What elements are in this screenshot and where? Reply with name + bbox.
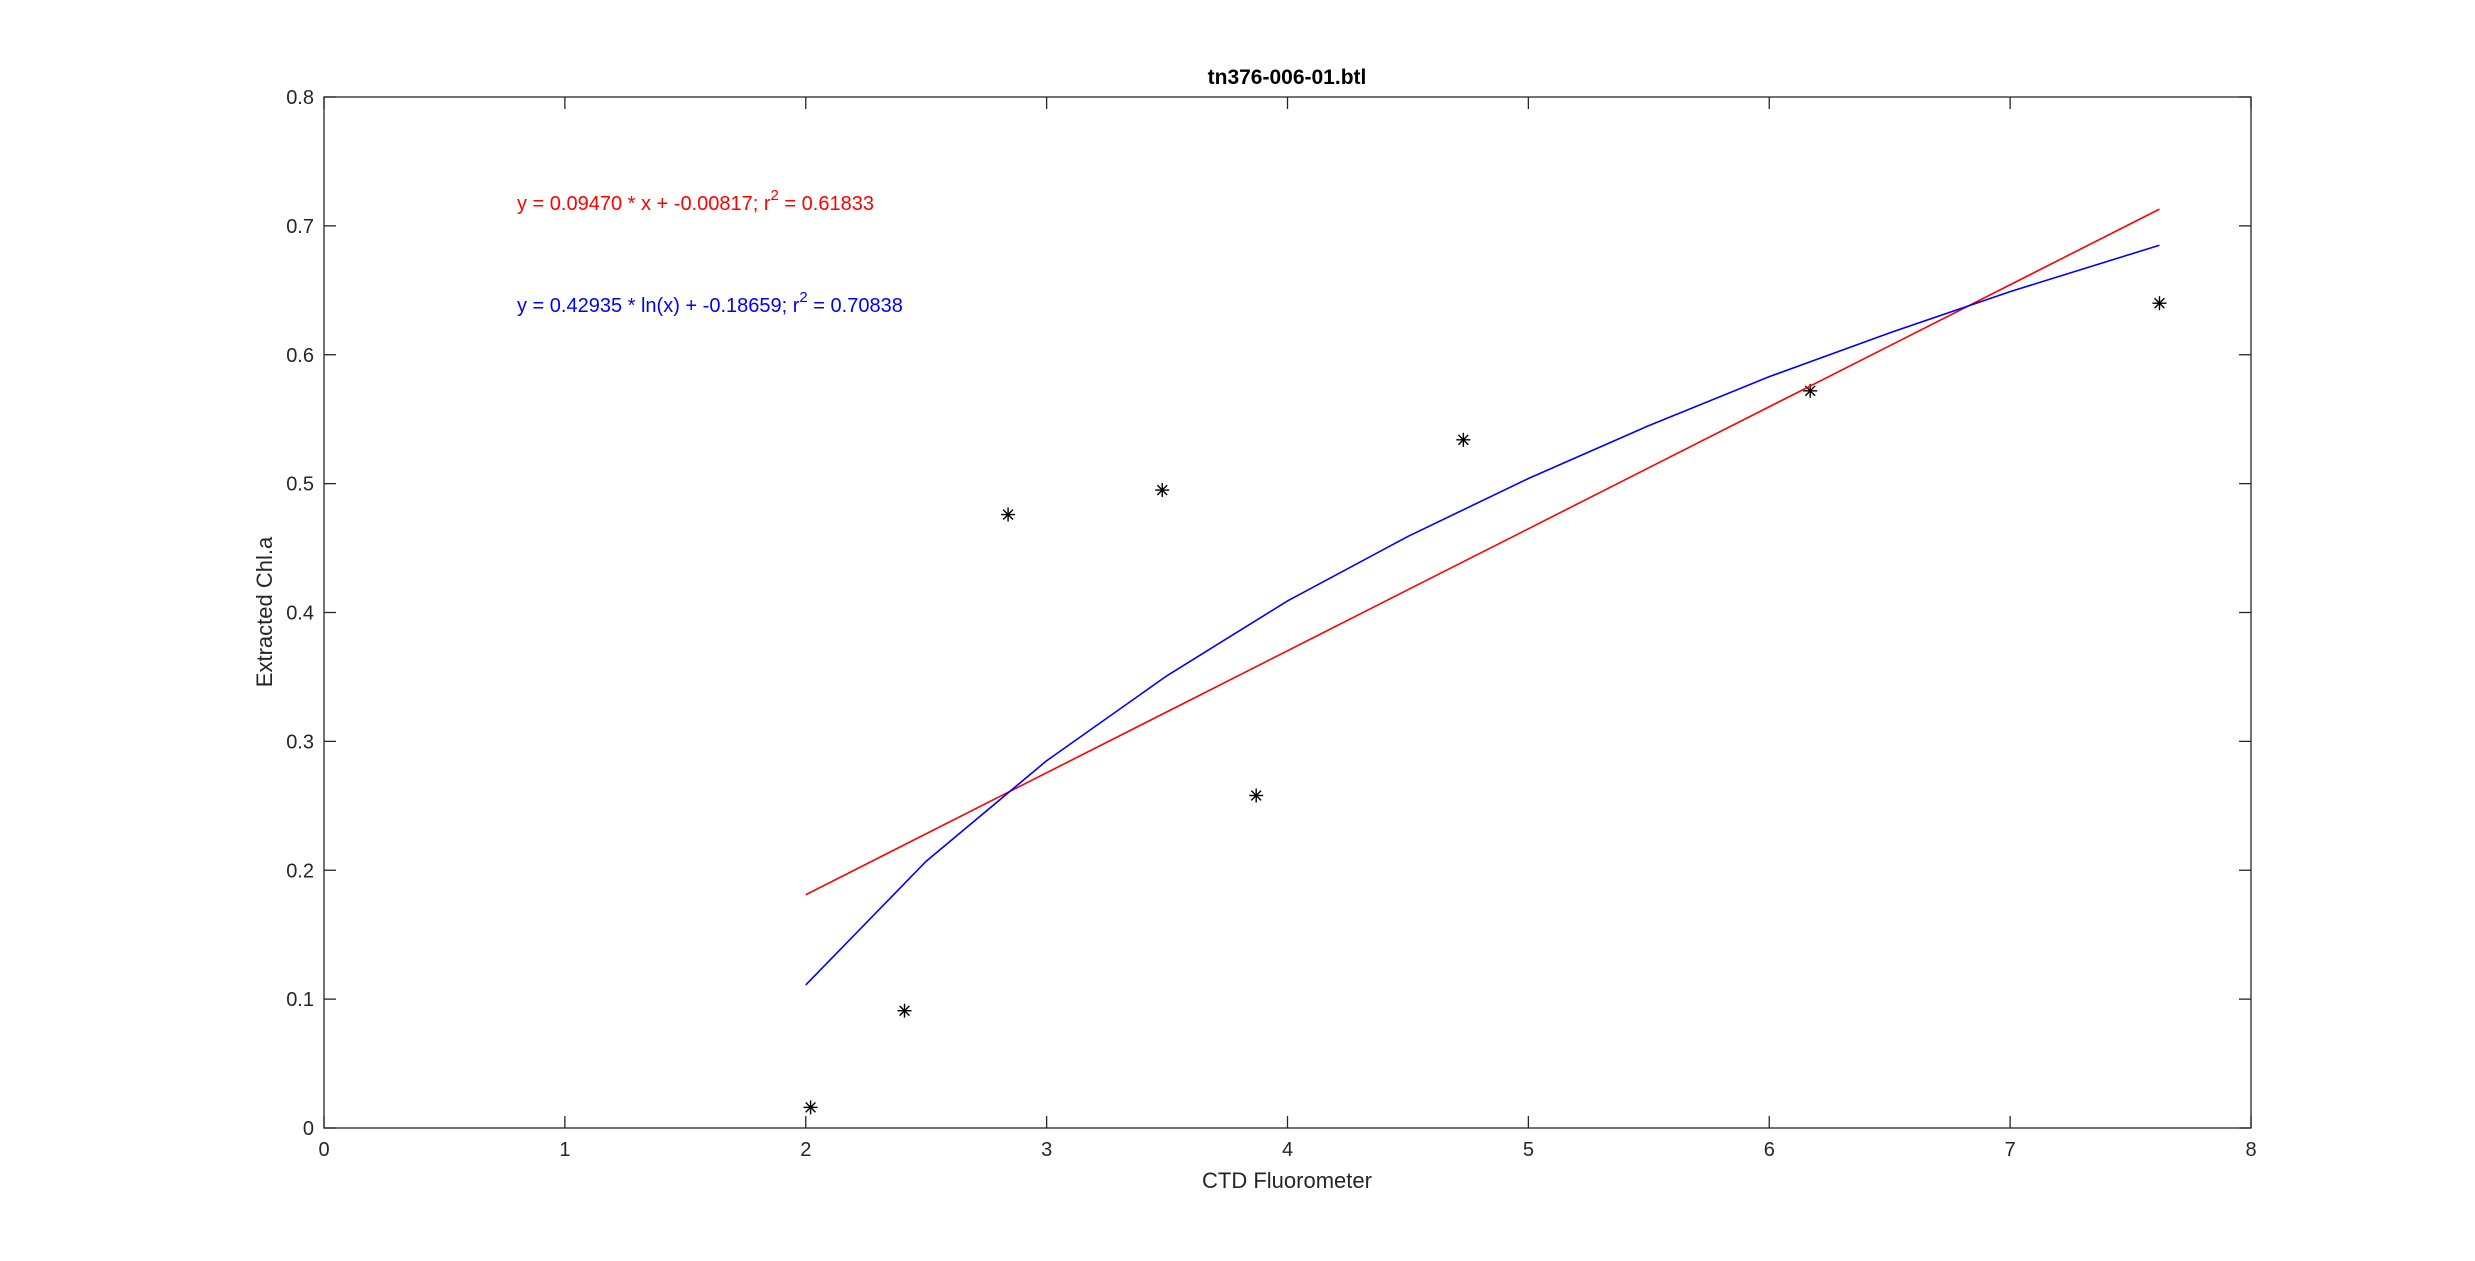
y-tick-label: 0.5 — [286, 474, 314, 496]
marker-stroke — [899, 1005, 910, 1017]
marker-stroke — [1002, 509, 1014, 520]
x-tick-label: 4 — [1282, 1139, 1293, 1161]
data-point — [1456, 432, 1471, 447]
y-tick-label: 0 — [303, 1118, 314, 1140]
plot-area — [323, 96, 2252, 1129]
y-tick-label: 0.7 — [286, 216, 314, 238]
x-tick-label: 2 — [800, 1139, 811, 1161]
data-point — [803, 1100, 818, 1115]
x-tick-label: 6 — [1764, 1139, 1775, 1161]
fit-line — [805, 208, 2160, 896]
annotation-superscript: 2 — [799, 289, 807, 306]
x-tick-label: 7 — [2005, 1139, 2016, 1161]
data-point — [2152, 296, 2167, 311]
x-tick-label: 1 — [559, 1139, 570, 1161]
data-point — [1001, 507, 1016, 522]
data-point — [1155, 483, 1170, 498]
y-tick-label: 0.4 — [286, 603, 314, 625]
data-point — [897, 1003, 912, 1018]
y-tick-label: 0.8 — [286, 87, 314, 109]
annotation-text: y = 0.42935 * ln(x) + -0.18659; r — [517, 295, 800, 317]
x-tick-label: 0 — [318, 1139, 329, 1161]
x-tick-label: 8 — [2245, 1139, 2256, 1161]
marker-stroke — [1156, 484, 1168, 496]
marker-stroke — [1804, 385, 1816, 397]
fit-line — [805, 244, 2160, 986]
x-axis-label: CTD Fluorometer — [1202, 1168, 1372, 1193]
chart-title: tn376-006-01.btl — [1208, 66, 1367, 89]
annotation: y = 0.09470 * x + -0.00817; r2 = 0.61833 — [517, 187, 874, 215]
y-tick-label: 0.1 — [286, 989, 314, 1011]
y-tick-label: 0.6 — [286, 345, 314, 367]
annotation-text-tail: = 0.70838 — [808, 295, 903, 317]
y-tick-label: 0.3 — [286, 731, 314, 753]
annotation-text-tail: = 0.61833 — [779, 193, 874, 215]
annotation: y = 0.42935 * ln(x) + -0.18659; r2 = 0.7… — [517, 289, 903, 317]
marker-stroke — [805, 1101, 816, 1113]
annotation-superscript: 2 — [771, 187, 779, 204]
y-tick-label: 0.2 — [286, 860, 314, 882]
data-point — [1249, 788, 1264, 803]
x-tick-label: 3 — [1041, 1139, 1052, 1161]
marker-stroke — [1250, 790, 1262, 801]
marker-stroke — [2154, 297, 2165, 309]
marker-stroke — [1457, 434, 1469, 446]
x-tick-label: 5 — [1523, 1139, 1534, 1161]
y-axis-label: Extracted Chl.a — [252, 536, 277, 687]
annotation-text: y = 0.09470 * x + -0.00817; r — [517, 193, 771, 215]
